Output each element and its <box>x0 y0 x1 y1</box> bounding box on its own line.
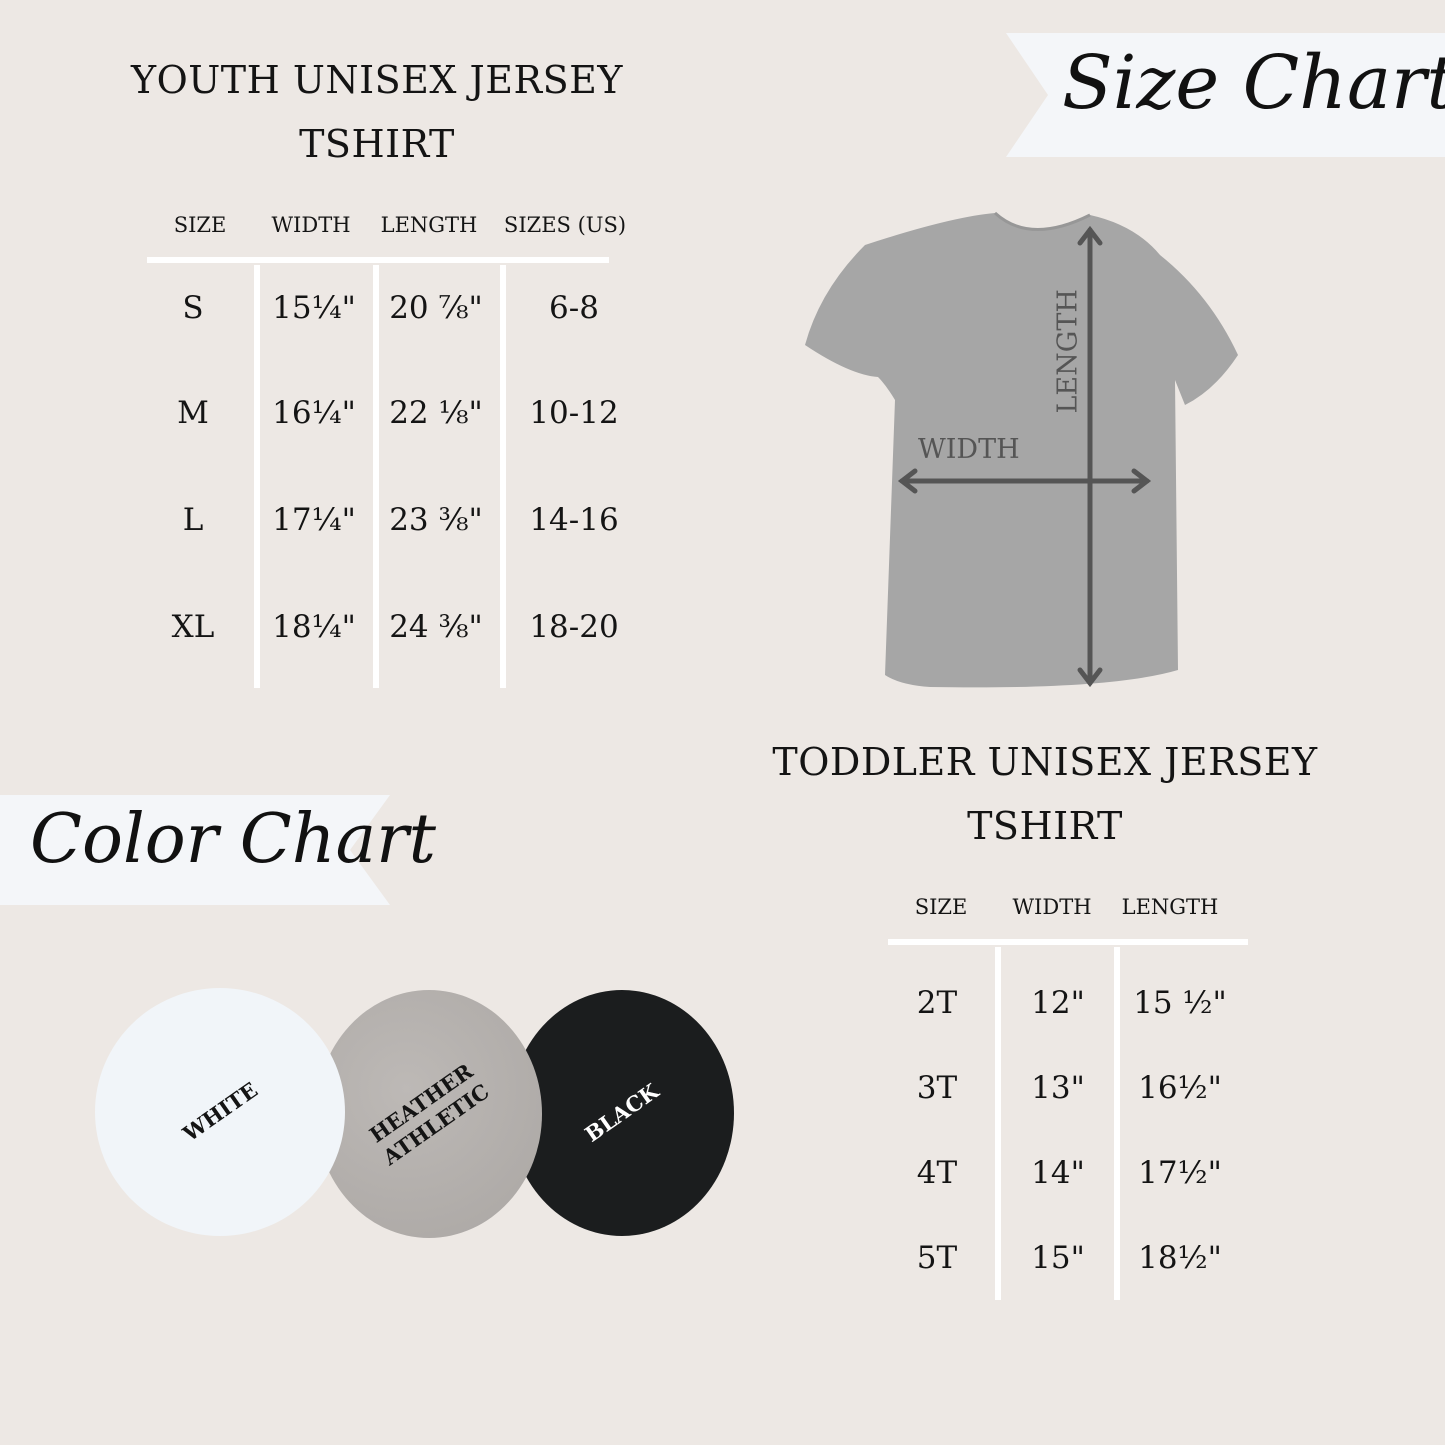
toddler-table-cell: 16½" <box>1138 1070 1222 1106</box>
youth-title-line1: YOUTH UNISEX JERSEY <box>131 58 623 102</box>
size-chart-banner <box>1006 33 1445 157</box>
length-label: LENGTH <box>1052 289 1084 414</box>
youth-table-cell: 14-16 <box>529 502 619 538</box>
toddler-table-cell: 4T <box>916 1155 958 1191</box>
toddler-table-cell: 13" <box>1031 1070 1085 1106</box>
youth-table-cell: 18-20 <box>529 609 619 645</box>
youth-header-divider <box>147 257 609 263</box>
color-label-white: WHITE <box>177 1077 262 1147</box>
size-chart-banner-text: Size Chart <box>1062 40 1445 126</box>
youth-header-width: WIDTH <box>271 213 351 237</box>
toddler-table-cell: 12" <box>1031 985 1085 1021</box>
tshirt-diagram <box>805 211 1238 688</box>
color-label-heather-athletic: HEATHER ATHLETIC <box>364 1058 494 1170</box>
toddler-title-line2: TSHIRT <box>967 804 1123 848</box>
toddler-table-cell: 5T <box>916 1240 958 1276</box>
youth-table-cell: XL <box>171 609 215 645</box>
length-arrow <box>1077 225 1103 688</box>
youth-table-cell: 6-8 <box>549 290 599 326</box>
color-swatch-heather-athletic: HEATHER ATHLETIC <box>316 990 542 1238</box>
toddler-header-divider <box>888 939 1248 945</box>
youth-table-cell: 17¼" <box>272 502 356 538</box>
toddler-table-cell: 15 ½" <box>1133 985 1227 1021</box>
youth-column-divider <box>254 265 260 688</box>
width-label: WIDTH <box>918 434 1020 465</box>
toddler-table-cell: 15" <box>1031 1240 1085 1276</box>
toddler-header-width: WIDTH <box>1012 895 1092 919</box>
toddler-header-length: LENGTH <box>1121 895 1219 919</box>
youth-header-length: LENGTH <box>380 213 478 237</box>
tshirt-shape <box>805 213 1238 688</box>
youth-header-sizes-us: SIZES (US) <box>503 213 627 237</box>
toddler-column-divider <box>1114 947 1120 1300</box>
youth-table-cell: 22 ⅛" <box>389 395 483 431</box>
youth-table-cell: S <box>182 290 204 326</box>
color-chart-banner <box>0 795 390 905</box>
youth-column-divider <box>500 265 506 688</box>
youth-title: YOUTH UNISEX JERSEY TSHIRT <box>77 48 677 176</box>
toddler-title: TODDLER UNISEX JERSEY TSHIRT <box>745 730 1345 858</box>
youth-column-divider <box>373 265 379 688</box>
toddler-header-size: SIZE <box>914 895 968 919</box>
youth-table-cell: L <box>182 502 204 538</box>
color-swatch-white: WHITE <box>95 988 345 1236</box>
toddler-table-cell: 17½" <box>1138 1155 1222 1191</box>
toddler-table-cell: 14" <box>1031 1155 1085 1191</box>
toddler-title-line1: TODDLER UNISEX JERSEY <box>772 740 1318 784</box>
toddler-table-cell: 18½" <box>1138 1240 1222 1276</box>
youth-table-cell: 24 ⅜" <box>389 609 483 645</box>
youth-header-size: SIZE <box>173 213 227 237</box>
youth-table-cell: M <box>177 395 209 431</box>
youth-table-cell: 10-12 <box>529 395 619 431</box>
toddler-column-divider <box>995 947 1001 1300</box>
width-arrow <box>897 468 1152 494</box>
youth-title-line2: TSHIRT <box>299 122 455 166</box>
color-swatch-black: BLACK <box>510 990 734 1236</box>
toddler-table-cell: 2T <box>916 985 958 1021</box>
youth-table-cell: 18¼" <box>272 609 356 645</box>
youth-table-cell: 15¼" <box>272 290 356 326</box>
toddler-table-cell: 3T <box>916 1070 958 1106</box>
youth-table-cell: 23 ⅜" <box>389 502 483 538</box>
youth-table-cell: 16¼" <box>272 395 356 431</box>
youth-table-cell: 20 ⅞" <box>389 290 483 326</box>
color-label-black: BLACK <box>580 1078 664 1147</box>
color-chart-banner-text: Color Chart <box>30 800 436 879</box>
